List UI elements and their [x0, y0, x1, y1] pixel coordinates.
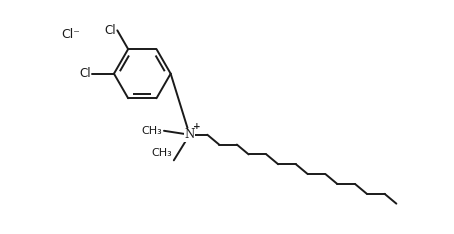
Text: +: + [193, 121, 201, 131]
Text: Cl⁻: Cl⁻ [62, 28, 80, 41]
Text: Cl: Cl [79, 67, 91, 80]
Text: CH₃: CH₃ [142, 126, 163, 136]
Text: Cl: Cl [104, 24, 116, 37]
Text: N: N [184, 128, 195, 141]
Text: CH₃: CH₃ [152, 148, 172, 158]
